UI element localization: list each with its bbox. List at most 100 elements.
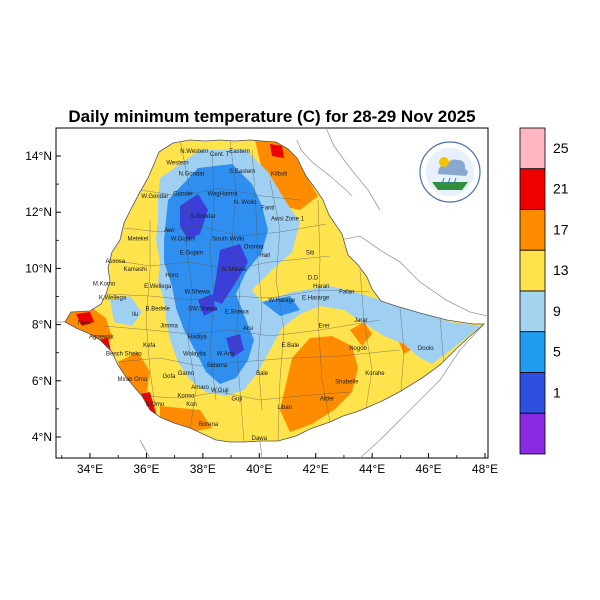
region-label: Borena <box>199 422 219 428</box>
region-label: W.Arsi <box>217 352 234 358</box>
region-label: Jimma <box>160 323 178 329</box>
colorbar-swatch <box>520 291 545 332</box>
colorbar-swatch <box>520 250 545 291</box>
region-label: W.Gojam <box>171 236 196 242</box>
region-label: E.Wellega <box>144 284 172 290</box>
region-label: Oromia <box>244 245 264 251</box>
region-label: Eastern <box>229 149 250 155</box>
region-label: B.Bedele <box>146 307 171 313</box>
region-label: Gonder <box>173 191 193 197</box>
colorbar-label: 5 <box>553 344 561 360</box>
x-tick-label: 40°E <box>246 462 272 476</box>
region-label: W.Guji <box>211 388 229 394</box>
region-label: Sidama <box>207 363 228 369</box>
region-label: Wolayita <box>183 352 207 358</box>
colorbar-swatch <box>520 373 545 414</box>
region-label: Awsi Zone 1 <box>271 217 305 223</box>
region-label: SW.Shewa <box>188 307 218 313</box>
region-label: S.Eastern <box>229 169 255 175</box>
region-label: E.Shewa <box>225 309 250 315</box>
region-label: N.Gondar <box>179 172 205 178</box>
colorbar-label: 13 <box>553 262 569 278</box>
region-label: Nuer <box>78 321 91 327</box>
region-label: Liban <box>277 405 292 411</box>
region-label: Ilu <box>132 312 138 318</box>
region-label: Metekel <box>127 236 148 242</box>
x-tick-label: 34°E <box>77 462 103 476</box>
region-label: Hari <box>259 253 270 259</box>
region-label: Horo <box>165 273 179 279</box>
region-label: Agnewak <box>89 335 115 341</box>
colorbar-label: 17 <box>553 221 569 237</box>
x-tick-label: 48°E <box>472 462 498 476</box>
region-label: Bench Sheko <box>106 352 142 358</box>
region-label: Doolo <box>418 346 434 352</box>
region-label: Assosa <box>106 259 126 265</box>
x-tick-label: 38°E <box>190 462 216 476</box>
region-label: Siti <box>306 250 314 256</box>
region-label: Gofa <box>162 374 176 380</box>
region-label: N.Western <box>180 149 208 155</box>
region-label: Jarar <box>354 318 368 324</box>
region-label: Cent. T <box>210 152 230 158</box>
region-label: Amaro <box>191 385 209 391</box>
x-tick-label: 42°E <box>303 462 329 476</box>
region-label: Gamo <box>178 371 195 377</box>
region-label: Hadiya <box>188 335 207 341</box>
x-tick-label: 46°E <box>415 462 441 476</box>
region-label: Erer <box>319 323 330 329</box>
colorbar-swatch <box>520 413 545 454</box>
colorbar-swatch <box>520 128 545 169</box>
region-label: E.Hararge <box>302 295 330 301</box>
region-label: Dawa <box>252 436 268 442</box>
region-label: E.Gojam <box>180 250 203 256</box>
region-label: Arsi <box>243 326 253 332</box>
region-label: Kamashi <box>123 267 146 273</box>
region-label: M.Komo <box>93 281 116 287</box>
colorbar-label: 1 <box>553 384 561 400</box>
region-label: Fanti <box>261 205 274 211</box>
colorbar: 25 21 17 13 9 5 1 <box>520 128 569 454</box>
colorbar-label: 9 <box>553 303 561 319</box>
x-tick-label: 36°E <box>133 462 159 476</box>
region-label: Kefa <box>143 343 156 349</box>
map-title: Daily minimum temperature (C) for 28-29 … <box>68 107 475 126</box>
region-label: K.Wellega <box>99 295 127 301</box>
region-label: D.D <box>308 276 319 282</box>
region-label: Fafan <box>339 290 354 296</box>
region-label: Kilbati <box>271 172 287 178</box>
region-label: Bale <box>256 371 269 377</box>
region-label: Kon <box>186 402 197 408</box>
colorbar-swatch <box>520 169 545 210</box>
y-tick-label: 6°N <box>32 374 52 388</box>
colorbar-swatch <box>520 332 545 373</box>
region-label: Afder <box>320 396 334 402</box>
region-label: South Wollo <box>212 236 245 242</box>
region-label: W.Harage <box>269 298 296 304</box>
colorbar-label: 21 <box>553 181 569 197</box>
region-label: Guji <box>231 396 242 402</box>
region-label: Mirab Omo <box>117 377 147 383</box>
region-label: WagHamra <box>208 191 239 197</box>
region-label: Shabelle <box>335 380 359 386</box>
colorbar-label: 25 <box>553 140 569 156</box>
y-tick-label: 8°N <box>32 318 52 332</box>
region-label: Western <box>166 160 188 166</box>
region-label: Nogob <box>349 346 367 352</box>
y-tick-label: 10°N <box>25 261 52 275</box>
x-tick-label: 44°E <box>359 462 385 476</box>
y-tick-label: 4°N <box>32 430 52 444</box>
region-label: Harari <box>313 284 329 290</box>
region-label: W.Gondar <box>141 194 168 200</box>
region-label: Korahe <box>365 371 385 377</box>
region-label: Awi <box>164 228 174 234</box>
region-label: N. Wollo <box>234 200 257 206</box>
y-tick-label: 12°N <box>25 205 52 219</box>
region-label: N.Shewa <box>222 267 247 273</box>
region-label: W.Shewa <box>185 290 211 296</box>
region-label: E.Bale <box>281 343 299 349</box>
ema-logo <box>420 142 480 202</box>
y-tick-label: 14°N <box>25 149 52 163</box>
colorbar-swatch <box>520 210 545 251</box>
